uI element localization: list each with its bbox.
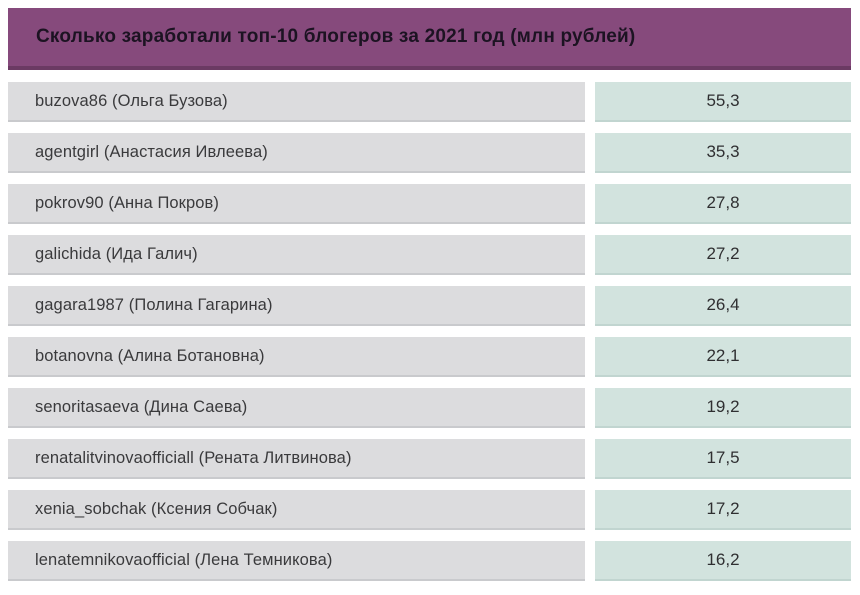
blogger-name-cell: galichida (Ида Галич) bbox=[8, 235, 585, 275]
earnings-value-cell: 35,3 bbox=[595, 133, 851, 173]
table-row: renatalitvinovaofficiall (Рената Литвино… bbox=[8, 439, 851, 479]
blogger-name-cell: senoritasaeva (Дина Саева) bbox=[8, 388, 585, 428]
blogger-name-cell: xenia_sobchak (Ксения Собчак) bbox=[8, 490, 585, 530]
earnings-value-cell: 16,2 bbox=[595, 541, 851, 581]
table-row: pokrov90 (Анна Покров) 27,8 bbox=[8, 184, 851, 224]
blogger-name-cell: lenatemnikovaofficial (Лена Темникова) bbox=[8, 541, 585, 581]
table-body: buzova86 (Ольга Бузова) 55,3 agentgirl (… bbox=[8, 82, 851, 581]
blogger-name-cell: renatalitvinovaofficiall (Рената Литвино… bbox=[8, 439, 585, 479]
table-row: lenatemnikovaofficial (Лена Темникова) 1… bbox=[8, 541, 851, 581]
earnings-value-cell: 27,8 bbox=[595, 184, 851, 224]
table-row: buzova86 (Ольга Бузова) 55,3 bbox=[8, 82, 851, 122]
earnings-value-cell: 22,1 bbox=[595, 337, 851, 377]
table-row: gagara1987 (Полина Гагарина) 26,4 bbox=[8, 286, 851, 326]
earnings-value-cell: 26,4 bbox=[595, 286, 851, 326]
title-bar: Сколько заработали топ-10 блогеров за 20… bbox=[8, 8, 851, 70]
table-row: botanovna (Алина Ботановна) 22,1 bbox=[8, 337, 851, 377]
blogger-name-cell: buzova86 (Ольга Бузова) bbox=[8, 82, 585, 122]
earnings-value-cell: 17,2 bbox=[595, 490, 851, 530]
table-row: xenia_sobchak (Ксения Собчак) 17,2 bbox=[8, 490, 851, 530]
earnings-value-cell: 19,2 bbox=[595, 388, 851, 428]
blogger-name-cell: agentgirl (Анастасия Ивлеева) bbox=[8, 133, 585, 173]
blogger-name-cell: botanovna (Алина Ботановна) bbox=[8, 337, 585, 377]
table-row: senoritasaeva (Дина Саева) 19,2 bbox=[8, 388, 851, 428]
earnings-value-cell: 27,2 bbox=[595, 235, 851, 275]
earnings-value-cell: 17,5 bbox=[595, 439, 851, 479]
table-row: galichida (Ида Галич) 27,2 bbox=[8, 235, 851, 275]
blogger-name-cell: gagara1987 (Полина Гагарина) bbox=[8, 286, 585, 326]
table-row: agentgirl (Анастасия Ивлеева) 35,3 bbox=[8, 133, 851, 173]
blogger-name-cell: pokrov90 (Анна Покров) bbox=[8, 184, 585, 224]
page-title: Сколько заработали топ-10 блогеров за 20… bbox=[36, 26, 636, 47]
earnings-value-cell: 55,3 bbox=[595, 82, 851, 122]
